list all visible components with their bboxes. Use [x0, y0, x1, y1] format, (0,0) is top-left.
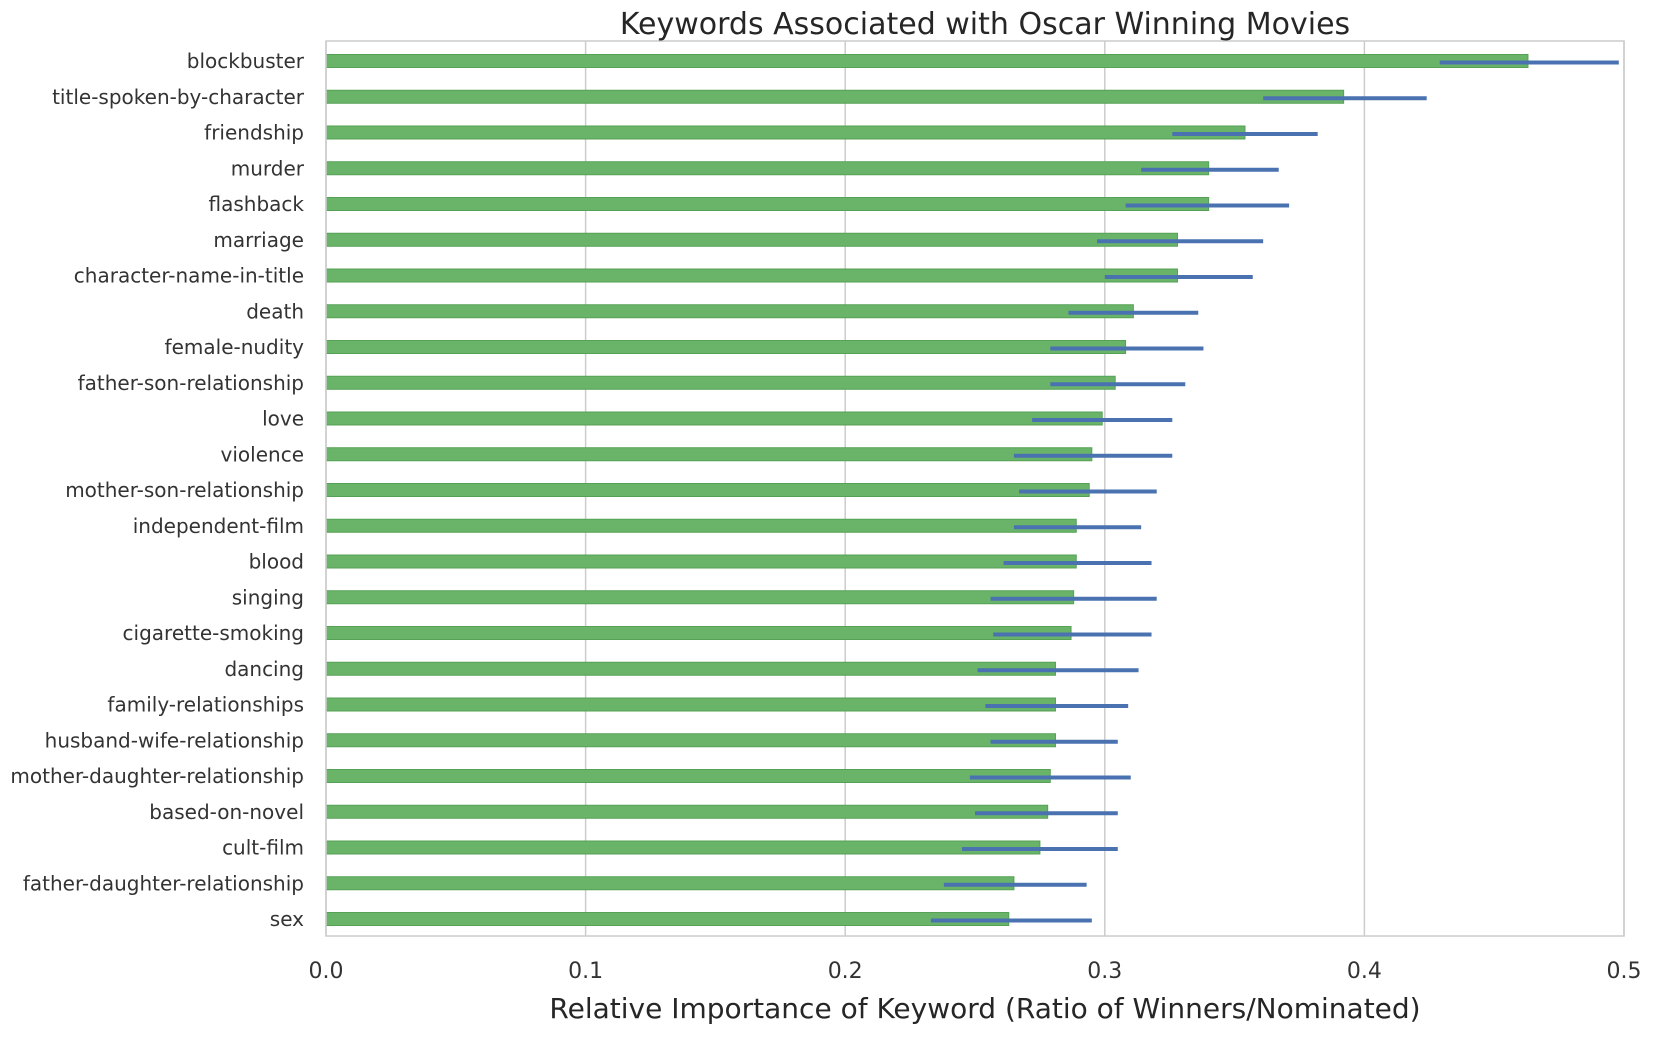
x-tick-label-5: 0.5 [1607, 959, 1642, 984]
bar-blockbuster [325, 54, 1529, 68]
y-tick-label-independent-film: independent-film [133, 514, 304, 538]
y-tick-label-blood: blood [249, 550, 304, 574]
x-tick-label-0: 0.0 [309, 959, 344, 984]
y-tick-label-father-son-relationship: father-son-relationship [78, 371, 304, 395]
y-tick-label-mother-daughter-relationship: mother-daughter-relationship [10, 764, 304, 788]
x-tick-labels: 0.0 0.1 0.2 0.3 0.4 0.5 [309, 959, 1642, 984]
bar-mother-daughter-relationship [325, 769, 1051, 783]
y-tick-label-title-spoken-by-character: title-spoken-by-character [52, 85, 305, 109]
y-tick-label-sex: sex [270, 907, 304, 931]
bar-independent-film [325, 518, 1077, 533]
y-tick-labels: blockbuster title-spoken-by-character frie… [10, 49, 304, 931]
bar-cult-film [325, 840, 1041, 855]
y-tick-label-flashback: flashback [209, 192, 305, 216]
x-tick-label-1: 0.1 [568, 959, 603, 984]
y-tick-label-character-name-in-title: character-name-in-title [74, 264, 304, 288]
y-tick-label-cult-film: cult-film [222, 836, 304, 860]
bar-dancing [325, 661, 1056, 676]
plot-frame [325, 40, 1625, 937]
bar-title-spoken-by-character [325, 89, 1345, 104]
y-tick-label-cigarette-smoking: cigarette-smoking [123, 621, 304, 645]
y-tick-label-based-on-novel: based-on-novel [149, 800, 304, 824]
error-bars [930, 60, 1619, 923]
y-tick-label-female-nudity: female-nudity [165, 335, 305, 359]
bar-family-relationships [325, 697, 1056, 712]
y-tick-label-marriage: marriage [213, 228, 304, 252]
bar-murder [325, 161, 1210, 176]
bar-love [325, 411, 1103, 426]
y-tick-label-family-relationships: family-relationships [107, 693, 304, 717]
x-tick-label-2: 0.2 [828, 959, 863, 984]
y-tick-label-death: death [246, 299, 304, 323]
y-tick-label-dancing: dancing [224, 657, 304, 681]
y-tick-label-love: love [262, 407, 304, 431]
bar-violence [325, 447, 1093, 462]
bar-sex [325, 912, 1010, 926]
bar-husband-wife-relationship [325, 733, 1056, 748]
y-tick-label-blockbuster: blockbuster [187, 49, 305, 73]
y-tick-label-murder: murder [231, 156, 305, 180]
bar-friendship [325, 125, 1246, 140]
x-axis-label: Relative Importance of Keyword (Ratio of… [549, 992, 1420, 1025]
bar-marriage [325, 232, 1178, 247]
bar-mother-son-relationship [325, 483, 1090, 497]
y-tick-label-singing: singing [232, 585, 304, 609]
y-tick-label-violence: violence [221, 442, 304, 466]
chart-title: Keywords Associated with Oscar Winning M… [620, 7, 1350, 42]
bar-based-on-novel [325, 804, 1049, 819]
bar-father-son-relationship [325, 375, 1116, 390]
bar-cigarette-smoking [325, 626, 1072, 640]
y-tick-label-husband-wife-relationship: husband-wife-relationship [45, 728, 304, 752]
bar-death [325, 304, 1134, 319]
bar-flashback [325, 197, 1210, 211]
x-tick-label-3: 0.3 [1087, 959, 1122, 984]
bar-singing [325, 590, 1075, 605]
bar-father-daughter-relationship [325, 876, 1015, 891]
y-tick-label-friendship: friendship [204, 121, 304, 145]
y-tick-label-father-daughter-relationship: father-daughter-relationship [23, 871, 304, 895]
bar-blood [325, 554, 1077, 569]
bar-female-nudity [325, 340, 1127, 354]
bar-character-name-in-title [325, 268, 1178, 283]
x-tick-label-4: 0.4 [1347, 959, 1382, 984]
y-tick-label-mother-son-relationship: mother-son-relationship [65, 478, 304, 502]
